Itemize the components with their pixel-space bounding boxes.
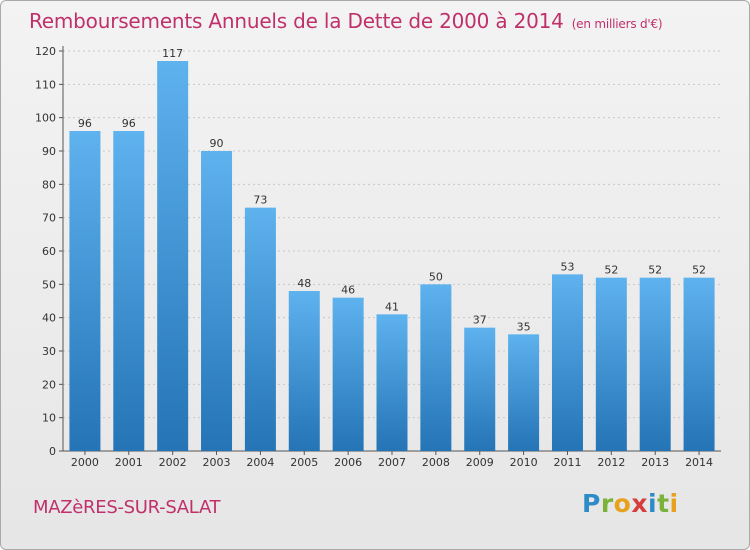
bar [464, 327, 496, 451]
bar [639, 277, 671, 451]
y-tick-label: 80 [42, 178, 56, 191]
y-tick-label: 60 [42, 245, 56, 258]
x-tick-label: 2006 [334, 456, 362, 469]
logo-letter: o [613, 489, 632, 518]
y-tick-label: 50 [42, 278, 56, 291]
bar [157, 61, 189, 451]
x-tick-label: 2014 [685, 456, 713, 469]
x-tick-label: 2007 [378, 456, 406, 469]
y-tick-label: 40 [42, 312, 56, 325]
y-tick-label: 120 [35, 45, 56, 58]
bar-value-label: 41 [385, 300, 399, 313]
bar-value-label: 46 [341, 284, 355, 297]
bar-value-label: 96 [122, 117, 136, 130]
bar [683, 277, 715, 451]
bar [332, 297, 364, 451]
y-tick-label: 90 [42, 145, 56, 158]
y-tick-label: 10 [42, 412, 56, 425]
chart-subtitle: (en milliers d'€) [571, 17, 663, 31]
bar-value-label: 52 [604, 264, 618, 277]
x-tick-label: 2012 [597, 456, 625, 469]
bar-value-label: 37 [473, 314, 487, 327]
bar [201, 151, 233, 451]
commune-name: MAZèRES-SUR-SALAT [33, 497, 221, 518]
bar [420, 284, 452, 451]
logo-letter: i [669, 489, 679, 518]
logo-letter: i [648, 489, 658, 518]
bar [376, 314, 408, 451]
bar-value-label: 52 [648, 264, 662, 277]
bar [595, 277, 627, 451]
y-tick-label: 100 [35, 112, 56, 125]
x-tick-label: 2008 [422, 456, 450, 469]
bar [551, 274, 583, 451]
y-tick-label: 20 [42, 378, 56, 391]
x-tick-label: 2003 [203, 456, 231, 469]
x-tick-label: 2000 [71, 456, 99, 469]
bar-value-label: 50 [429, 270, 443, 283]
logo-letter: P [582, 489, 601, 518]
proxiti-logo[interactable]: Proxiti [582, 489, 679, 518]
bar [69, 131, 101, 451]
bar-value-label: 90 [210, 137, 224, 150]
y-tick-label: 0 [49, 445, 56, 458]
y-tick-label: 30 [42, 345, 56, 358]
bar-value-label: 96 [78, 117, 92, 130]
x-tick-label: 2004 [246, 456, 274, 469]
x-tick-label: 2002 [159, 456, 187, 469]
bar [508, 334, 540, 451]
x-tick-label: 2009 [466, 456, 494, 469]
y-tick-label: 70 [42, 212, 56, 225]
title-text: Remboursements Annuels de la Dette de 20… [29, 9, 564, 33]
bar [288, 291, 320, 451]
bar-value-label: 117 [162, 47, 183, 60]
x-tick-label: 2005 [290, 456, 318, 469]
bar-value-label: 48 [297, 277, 311, 290]
bar-value-label: 52 [692, 264, 706, 277]
x-tick-label: 2010 [510, 456, 538, 469]
x-tick-label: 2001 [115, 456, 143, 469]
logo-letter: t [657, 489, 670, 518]
bar [244, 207, 276, 451]
bar-value-label: 35 [517, 320, 531, 333]
chart-title: Remboursements Annuels de la Dette de 20… [29, 9, 663, 33]
logo-letter: r [600, 489, 614, 518]
bar-value-label: 73 [253, 194, 267, 207]
logo-letter: x [631, 489, 648, 518]
x-tick-label: 2011 [553, 456, 581, 469]
bar [113, 131, 145, 451]
y-tick-label: 110 [35, 78, 56, 91]
bar-value-label: 53 [560, 260, 574, 273]
x-tick-label: 2013 [641, 456, 669, 469]
